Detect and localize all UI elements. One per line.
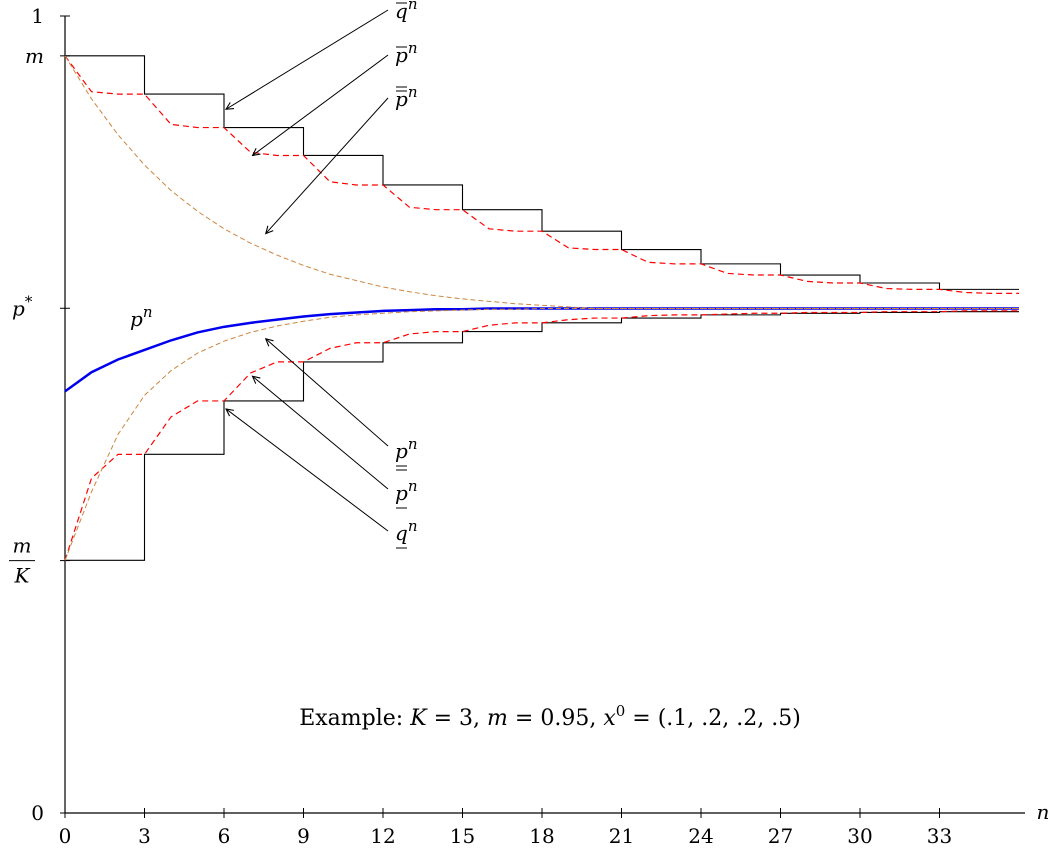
annotation-layer: qn pn pn pn pn qn pn [130, 0, 417, 549]
series-label-pn: pn [130, 303, 152, 331]
annotation-arrow [266, 339, 389, 447]
x-tick-label: 3 [138, 824, 151, 848]
y-tick-label-text: 1 [31, 4, 44, 28]
y-tick-label-text: m [25, 44, 44, 68]
x-tick-label: 0 [59, 824, 72, 848]
series-label: pn [395, 39, 417, 67]
y-tick-label: 1 [31, 4, 44, 28]
x-tick-label: 21 [609, 824, 634, 848]
y-tick-label: p* [12, 292, 33, 320]
series-label: pn [395, 83, 417, 111]
series-label: pn [395, 435, 417, 471]
series-label-text: pn [395, 477, 417, 505]
x-tick-label: 12 [370, 824, 395, 848]
series-label-text: pn [395, 83, 417, 111]
annotation-arrow [253, 54, 389, 155]
annotation-arrow [253, 376, 389, 490]
series-label: qn [395, 0, 417, 23]
series-label: qn [395, 517, 417, 549]
annotation-arrow [226, 9, 389, 109]
x-tick-label: 15 [450, 824, 475, 848]
x-tick-label: 30 [847, 824, 872, 848]
y-tick-label-numerator: m [13, 534, 32, 558]
series-label-text: qn [395, 517, 417, 545]
annotation-arrow [226, 409, 389, 532]
caption: Example: K = 3, m = 0.95, x0 = (.1, .2, … [299, 702, 801, 731]
series-label-text: pn [395, 435, 417, 463]
annotation-arrow [266, 97, 389, 234]
x-tick-label: 27 [768, 824, 793, 848]
y-tick-label-denominator: K [14, 564, 31, 588]
series-label-text: qn [395, 0, 417, 23]
series-p-doubleunder-n [64, 307, 1019, 561]
y-tick-label: m [25, 44, 44, 68]
series-p-n [64, 307, 1019, 393]
x-tick-label: 33 [927, 824, 952, 848]
x-tick-label: 18 [529, 824, 554, 848]
series-p-under-n [64, 310, 1019, 561]
y-tick-label-text: p* [12, 292, 33, 320]
x-tick-label: 24 [688, 824, 713, 848]
series-layer [64, 55, 1019, 561]
x-axis-label: n [1037, 800, 1050, 824]
series-p-bar-n [64, 55, 1019, 294]
x-tick-label: 6 [218, 824, 231, 848]
y-tick-label: mK [9, 534, 35, 588]
x-tick-label: 9 [297, 824, 310, 848]
y-tick-label: 0 [31, 801, 44, 825]
series-label: pn [395, 477, 417, 509]
y-tick-label-text: 0 [31, 801, 44, 825]
series-q-bar-n [65, 55, 1019, 290]
series-label-text: pn [395, 39, 417, 67]
series-q-under-n [65, 311, 1019, 561]
